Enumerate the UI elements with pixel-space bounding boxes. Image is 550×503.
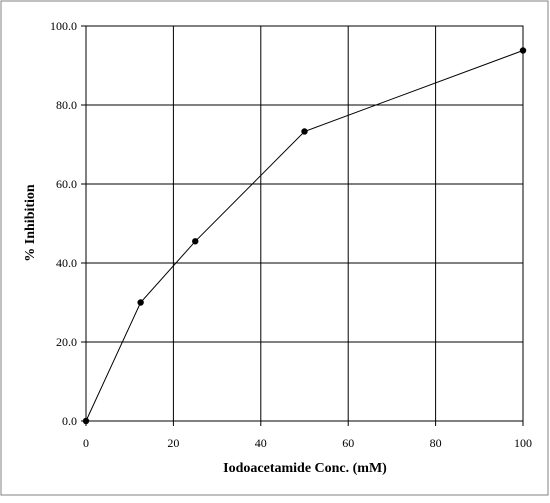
series — [82, 47, 527, 425]
data-point — [82, 417, 90, 425]
y-tick-label: 60.0 — [56, 177, 77, 191]
x-tick-label: 100 — [514, 436, 532, 450]
plot-area-border — [85, 25, 524, 422]
x-tick-label: 0 — [83, 436, 89, 450]
x-tick-label: 60 — [342, 436, 354, 450]
x-tick-label: 20 — [167, 436, 179, 450]
x-tick-label: 40 — [255, 436, 267, 450]
y-tick-label: 100.0 — [50, 19, 77, 33]
y-tick-label: 20.0 — [56, 335, 77, 349]
y-tick-label: 80.0 — [56, 98, 77, 112]
x-tick-label: 80 — [430, 436, 442, 450]
tick-labels: 0.0 20.0 40.0 60.0 80.0 100.0 0 20 40 60 80 100 — [50, 19, 532, 450]
x-axis-title: Iodoacetamide Conc. (mM) — [223, 461, 387, 476]
y-tick-label: 0.0 — [62, 414, 77, 428]
data-point — [137, 299, 144, 306]
data-point — [192, 238, 199, 245]
data-point — [301, 128, 308, 135]
y-tick-label: 40.0 — [56, 256, 77, 270]
y-axis-title: % Inhibition — [23, 184, 38, 262]
data-point — [519, 47, 527, 54]
